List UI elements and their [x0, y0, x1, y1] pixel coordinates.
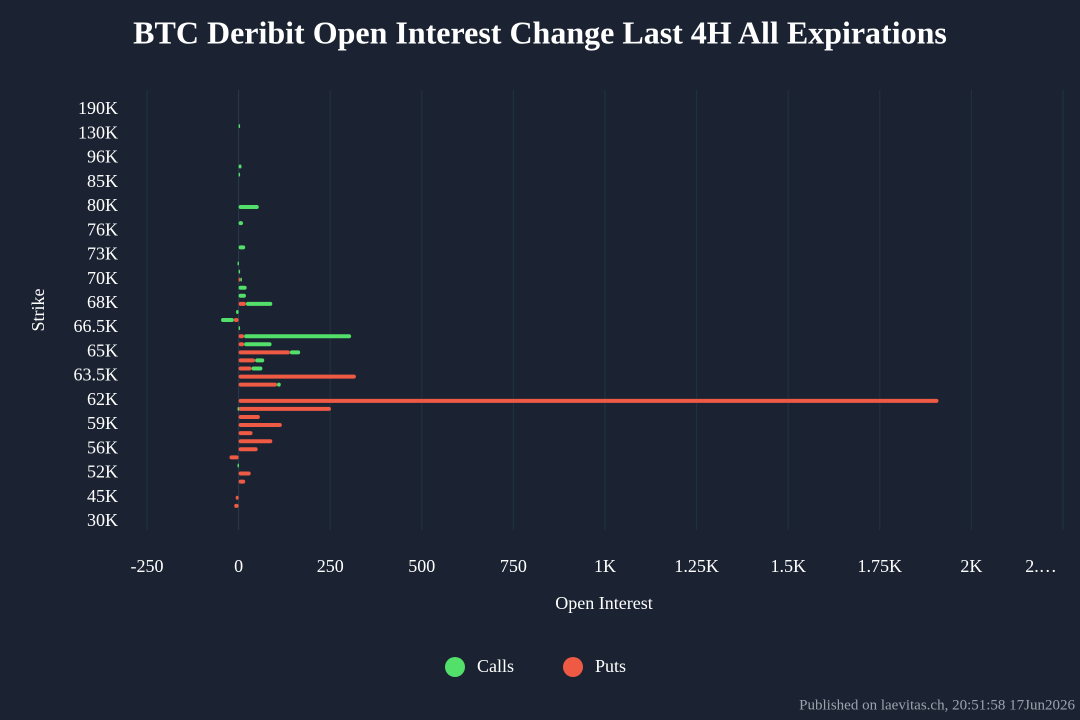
x-tick-label: 2K	[960, 556, 982, 576]
y-tick-label: 62K	[87, 389, 118, 409]
x-tick-label: 0	[234, 556, 243, 576]
y-tick-label: 52K	[87, 462, 118, 482]
bar	[236, 309, 239, 314]
y-axis-title: Strike	[28, 288, 48, 331]
bar	[238, 398, 939, 403]
y-tick-label: 30K	[87, 510, 118, 530]
y-tick-label: 73K	[87, 244, 118, 264]
bar	[238, 269, 241, 274]
bar	[229, 455, 239, 460]
y-tick-label: 59K	[87, 413, 118, 433]
y-tick-label: 96K	[87, 147, 118, 167]
x-tick-label: 1.5K	[770, 556, 806, 576]
bar	[238, 406, 331, 411]
legend-marker	[445, 657, 465, 677]
y-tick-label: 65K	[87, 340, 118, 360]
bar	[255, 358, 265, 363]
y-tick-label: 56K	[87, 437, 118, 457]
bar	[238, 164, 242, 169]
bar	[238, 439, 273, 444]
y-tick-label: 68K	[87, 292, 118, 312]
bar	[238, 245, 246, 250]
bar	[245, 301, 273, 306]
bar	[221, 318, 234, 323]
x-tick-label: 250	[317, 556, 344, 576]
bar	[238, 334, 245, 339]
bar	[238, 423, 282, 428]
bar	[251, 366, 263, 371]
bar	[237, 261, 240, 266]
bar	[238, 374, 356, 379]
bar	[289, 350, 301, 355]
x-tick-label: 1.25K	[674, 556, 719, 576]
bar	[238, 342, 245, 347]
footer: Published on laevitas.ch, 20:51:58 17Jun…	[799, 697, 1075, 713]
bar	[238, 382, 278, 387]
bar	[238, 285, 247, 290]
y-tick-label: 130K	[78, 122, 118, 142]
bar	[244, 334, 352, 339]
y-tick-label: 80K	[87, 195, 118, 215]
y-tick-label: 63.5K	[74, 365, 119, 385]
bar	[235, 495, 239, 500]
bar	[237, 463, 240, 468]
bar	[238, 447, 258, 452]
y-tick-label: 85K	[87, 171, 118, 191]
x-tick-label: 2.…	[1025, 556, 1057, 576]
chart-title: BTC Deribit Open Interest Change Last 4H…	[133, 14, 947, 50]
bar	[238, 358, 256, 363]
legend-label: Calls	[477, 656, 514, 676]
x-tick-label: 1K	[594, 556, 616, 576]
bar	[238, 293, 246, 298]
bar	[238, 431, 253, 436]
bar	[238, 471, 251, 476]
bar	[238, 350, 290, 355]
bar	[238, 479, 246, 484]
x-tick-label: -250	[131, 556, 164, 576]
x-tick-label: 750	[500, 556, 527, 576]
x-tick-label: 1.75K	[858, 556, 903, 576]
bar	[238, 204, 259, 209]
bar	[237, 406, 240, 411]
y-tick-label: 45K	[87, 486, 118, 506]
bar	[238, 172, 241, 177]
y-tick-label: 190K	[78, 98, 118, 118]
y-tick-label: 70K	[87, 268, 118, 288]
bar	[238, 326, 241, 331]
y-tick-label: 76K	[87, 219, 118, 239]
legend-label: Puts	[595, 656, 626, 676]
bar	[234, 503, 239, 508]
bar	[244, 342, 272, 347]
bar	[238, 124, 241, 129]
y-tick-label: 66.5K	[74, 316, 119, 336]
bar	[238, 366, 252, 371]
x-axis-title: Open Interest	[555, 593, 652, 613]
bar	[238, 277, 241, 282]
bar	[238, 414, 260, 419]
bar	[238, 301, 246, 306]
legend-marker	[563, 657, 583, 677]
bar	[277, 382, 281, 387]
bar	[233, 318, 239, 323]
x-tick-label: 500	[408, 556, 435, 576]
bar	[240, 277, 242, 282]
bar	[238, 221, 243, 226]
